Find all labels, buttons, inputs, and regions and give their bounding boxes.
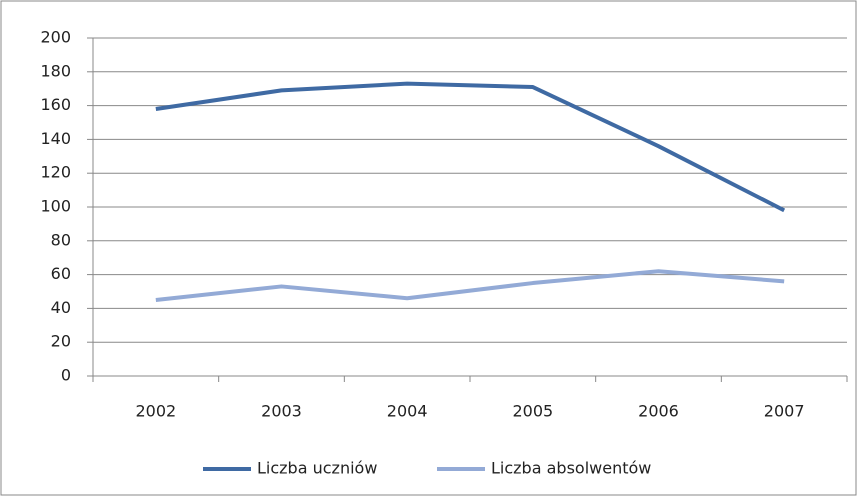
y-tick-label: 120 bbox=[40, 163, 71, 182]
x-tick-label: 2005 bbox=[512, 402, 553, 421]
y-tick-label: 40 bbox=[51, 298, 71, 317]
legend-label: Liczba uczniów bbox=[257, 459, 377, 478]
x-tick-label: 2002 bbox=[135, 402, 176, 421]
y-tick-label: 80 bbox=[51, 230, 71, 249]
y-tick-label: 140 bbox=[40, 129, 71, 148]
line-series bbox=[155, 81, 786, 213]
legend-label: Liczba absolwentów bbox=[491, 459, 651, 478]
y-tick-label: 160 bbox=[40, 95, 71, 114]
y-tick-label: 100 bbox=[40, 197, 71, 216]
x-tick-label: 2006 bbox=[638, 402, 679, 421]
y-tick-label: 60 bbox=[51, 264, 71, 283]
y-tick-label: 0 bbox=[61, 366, 71, 385]
y-tick-label: 20 bbox=[51, 332, 71, 351]
x-tick-label: 2007 bbox=[764, 402, 805, 421]
line-series bbox=[155, 269, 785, 302]
x-tick-label: 2003 bbox=[261, 402, 302, 421]
y-tick-label: 180 bbox=[40, 61, 71, 80]
x-tick-label: 2004 bbox=[387, 402, 428, 421]
y-tick-label: 200 bbox=[40, 28, 71, 47]
